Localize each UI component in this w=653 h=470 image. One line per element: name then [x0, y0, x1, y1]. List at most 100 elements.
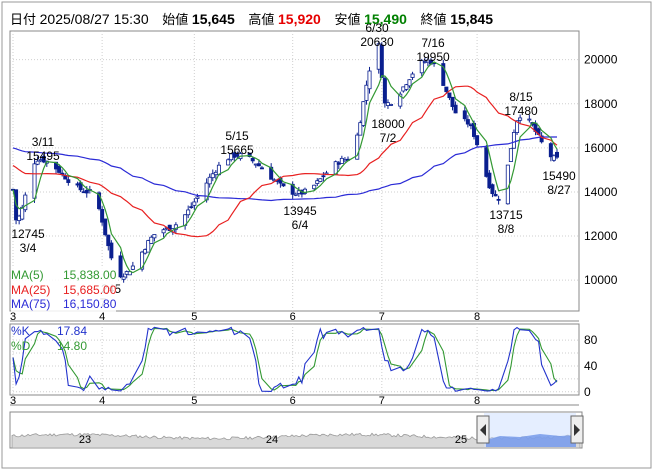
candle-body	[84, 189, 89, 194]
legend-ma5: MA(5) 15,838.00	[11, 268, 116, 283]
candle-body	[511, 132, 516, 149]
candle-body	[207, 176, 212, 185]
navigator-year-label: 23	[79, 434, 91, 446]
candle-body	[118, 255, 123, 278]
candle-body	[364, 84, 369, 101]
candle-body	[404, 84, 409, 90]
annotation-date: 8/27	[547, 183, 571, 197]
stoch-month-label: 3	[10, 395, 16, 407]
candle-body	[496, 198, 501, 201]
navigator-year-label: 24	[266, 434, 278, 446]
candle-body	[186, 209, 191, 216]
annotation-date: 5/15	[225, 129, 249, 143]
candle-body	[382, 78, 387, 104]
candle-body	[539, 135, 544, 143]
navigator-left-handle[interactable]	[476, 415, 490, 444]
candle-body	[103, 218, 108, 236]
stoch-month-label: 4	[99, 395, 105, 407]
candle-body	[419, 60, 424, 74]
candle-body	[97, 192, 102, 210]
stoch-month-label: 5	[191, 395, 197, 407]
candle-body	[518, 117, 523, 121]
y-tick-label: 16000	[584, 141, 618, 155]
candle-body	[555, 151, 560, 158]
ma75-line	[12, 136, 557, 202]
candle-body	[312, 184, 317, 190]
candle-body	[161, 229, 166, 234]
legend-k-name: %K	[11, 324, 30, 338]
candle-body	[66, 179, 71, 183]
candle-body	[490, 184, 495, 195]
candle-body	[379, 44, 384, 78]
candle-body	[100, 209, 105, 223]
annotation-date: 8/8	[498, 222, 515, 236]
candle-body	[389, 104, 394, 106]
navigator-year-label: 25	[455, 434, 467, 446]
y-tick-label: 18000	[584, 97, 618, 111]
month-label: 6	[290, 311, 296, 323]
candle-body	[109, 242, 114, 259]
close-value: 15,845	[450, 11, 494, 27]
candle-body	[450, 96, 455, 107]
high-value: 15,920	[278, 11, 321, 27]
annotation-price: 15490	[542, 169, 576, 183]
month-label: 5	[191, 311, 197, 323]
candle-body	[355, 134, 360, 160]
low-label: 安値	[334, 12, 361, 27]
date-value: 2025/08/27 15:30	[39, 11, 149, 27]
candle-body	[149, 236, 154, 244]
month-label: 3	[10, 311, 16, 323]
candle-body	[293, 193, 298, 196]
candle-body	[210, 173, 215, 179]
candle-body	[358, 122, 363, 136]
candle-body	[453, 104, 458, 114]
main-panel	[9, 30, 580, 312]
annotation-date: 6/30	[365, 21, 389, 35]
annotation-date: 3/4	[20, 241, 37, 255]
annotation-price: 15495	[26, 149, 60, 163]
candle-body	[441, 63, 446, 86]
candle-body	[256, 163, 261, 167]
legend-d: %D 14.80	[11, 339, 87, 354]
legend-k: %K 17.84	[11, 324, 87, 339]
candle-body	[407, 79, 412, 87]
candle-body	[487, 172, 492, 189]
candle-body	[41, 155, 46, 163]
date-label: 日付	[10, 12, 37, 27]
annotation-price: 18000	[371, 117, 405, 131]
candle-body	[57, 165, 62, 173]
candle-body	[23, 194, 28, 211]
navigator-right-handle[interactable]	[570, 415, 584, 444]
stoch-k-line	[12, 326, 558, 392]
candle-body	[321, 175, 326, 178]
candle-body	[189, 206, 194, 209]
navigator-window-series	[486, 434, 576, 447]
candle-body	[35, 160, 40, 165]
candle-body	[121, 276, 126, 280]
month-label: 4	[99, 311, 105, 323]
ma25-line	[12, 85, 558, 238]
legend-ma25-name: MA(25)	[11, 282, 51, 297]
annotation-price: 15665	[220, 143, 254, 157]
candle-body	[152, 234, 157, 239]
candle-body	[367, 70, 372, 90]
open-value: 15,645	[191, 11, 235, 27]
annotation-price: 13945	[283, 204, 317, 218]
candle-body	[192, 201, 197, 206]
close-label: 終値	[420, 12, 447, 27]
annotation-date: 6/4	[292, 218, 309, 232]
legend-ma25: MA(25) 15,685.00	[11, 283, 116, 298]
legend-ma75-value: 16,150.80	[63, 297, 117, 311]
legend-ma5-value: 15,838.00	[63, 268, 117, 282]
candle-body	[130, 265, 135, 270]
y-tick-label: 14000	[584, 185, 618, 199]
y-tick-label: 20000	[584, 53, 618, 67]
legend-d-value: 14.80	[57, 338, 88, 353]
stoch-month-label: 6	[290, 395, 296, 407]
annotation-price: 13715	[489, 208, 523, 222]
candle-body	[465, 119, 470, 125]
stoch-y-tick-label: 0	[584, 385, 591, 399]
candle-body	[146, 240, 151, 253]
candle-body	[548, 143, 553, 158]
